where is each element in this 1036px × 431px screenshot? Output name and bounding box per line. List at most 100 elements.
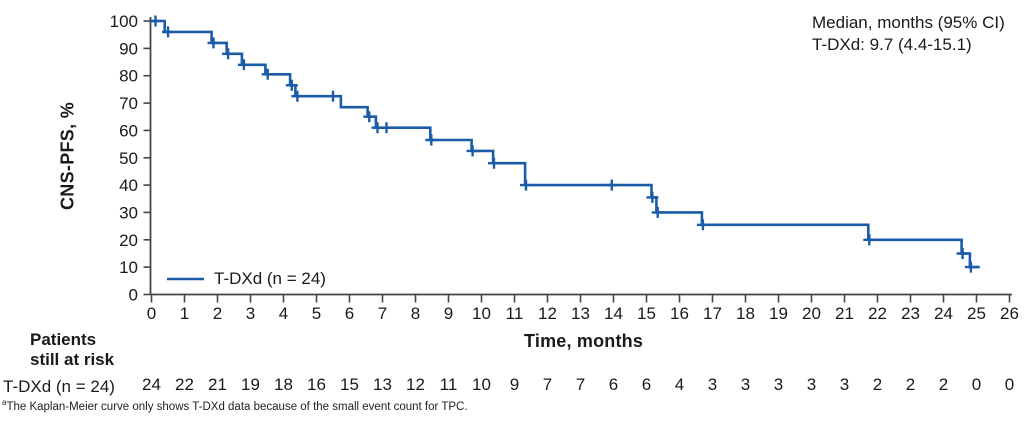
x-tick-label: 8 xyxy=(411,304,420,323)
at-risk-value: 6 xyxy=(642,375,651,394)
at-risk-value: 19 xyxy=(241,375,260,394)
y-tick-label: 20 xyxy=(119,231,138,250)
at-risk-value: 13 xyxy=(373,375,392,394)
x-tick-label: 7 xyxy=(378,304,387,323)
x-tick-label: 13 xyxy=(571,304,590,323)
x-tick-label: 25 xyxy=(967,304,986,323)
at-risk-value: 10 xyxy=(472,375,491,394)
x-tick-label: 11 xyxy=(506,304,524,323)
censor-mark xyxy=(222,48,235,60)
censor-mark xyxy=(162,26,174,38)
x-axis-label: Time, months xyxy=(524,331,644,351)
at-risk-value: 0 xyxy=(1005,375,1014,394)
at-risk-value: 3 xyxy=(840,375,849,394)
x-tick-label: 19 xyxy=(769,304,788,323)
at-risk-value: 12 xyxy=(406,375,425,394)
x-tick-label: 23 xyxy=(901,304,920,323)
x-tick-label: 6 xyxy=(345,304,354,323)
at-risk-value: 11 xyxy=(440,375,458,394)
at-risk-value: 2 xyxy=(906,375,915,394)
censor-mark xyxy=(466,145,479,157)
x-tick-label: 26 xyxy=(1000,304,1019,323)
at-risk-value: 21 xyxy=(208,375,227,394)
censor-mark xyxy=(964,261,977,273)
censor-mark xyxy=(488,157,500,169)
at-risk-value: 4 xyxy=(675,375,684,394)
x-tick-label: 10 xyxy=(472,304,491,323)
censor-mark xyxy=(327,90,339,102)
footnote-text: The Kaplan-Meier curve only shows T-DXd … xyxy=(6,401,468,413)
censor-mark xyxy=(207,37,220,49)
censor-mark xyxy=(380,122,393,134)
at-risk-value: 15 xyxy=(340,375,359,394)
x-tick-label: 16 xyxy=(670,304,689,323)
x-tick-label: 2 xyxy=(213,304,222,323)
x-tick-label: 3 xyxy=(246,304,255,323)
footnote: aThe Kaplan-Meier curve only shows T-DXd… xyxy=(2,398,468,413)
median-annotation-line2: T-DXd: 9.7 (4.4-15.1) xyxy=(812,34,972,54)
legend-label: T-DXd (n = 24) xyxy=(214,269,326,288)
censor-mark xyxy=(425,134,438,146)
y-tick-label: 60 xyxy=(119,121,138,140)
at-risk-header-line1: Patients xyxy=(30,330,97,349)
y-tick-label: 40 xyxy=(119,176,138,195)
y-tick-label: 0 xyxy=(129,286,138,305)
censor-mark xyxy=(291,90,304,102)
y-tick-label: 90 xyxy=(119,39,138,58)
at-risk-value: 16 xyxy=(307,375,326,394)
censor-mark xyxy=(363,111,376,123)
y-tick-label: 30 xyxy=(119,203,138,222)
censor-mark xyxy=(863,234,876,246)
at-risk-value: 3 xyxy=(741,375,750,394)
km-curve xyxy=(151,19,980,269)
at-risk-value: 7 xyxy=(576,375,585,394)
y-tick-label: 50 xyxy=(119,149,138,168)
y-tick-label: 100 xyxy=(110,12,138,31)
censor-mark xyxy=(646,191,659,203)
censor-mark xyxy=(149,15,162,27)
x-tick-label: 4 xyxy=(279,304,288,323)
at-risk-value: 22 xyxy=(175,375,194,394)
x-tick-label: 14 xyxy=(604,304,623,323)
y-tick-label: 10 xyxy=(119,258,138,277)
at-risk-value: 3 xyxy=(774,375,783,394)
y-axis-label-text: CNS-PFS, % xyxy=(57,101,78,211)
at-risk-value: 2 xyxy=(873,375,882,394)
at-risk-value: 7 xyxy=(543,375,552,394)
at-risk-header-line2: still at risk xyxy=(30,349,115,369)
x-tick-label: 9 xyxy=(444,304,453,323)
censor-mark xyxy=(261,68,274,80)
x-tick-label: 1 xyxy=(180,304,189,323)
at-risk-header: Patients still at risk xyxy=(30,330,114,369)
x-tick-label: 17 xyxy=(703,304,722,323)
x-tick-label: 20 xyxy=(802,304,821,323)
footnote-marker: a xyxy=(2,398,7,408)
censor-mark xyxy=(956,248,969,259)
y-tick-label: 70 xyxy=(119,94,138,113)
x-tick-label: 21 xyxy=(835,304,854,323)
x-tick-label: 12 xyxy=(538,304,557,323)
median-annotation: Median, months (95% CI) T-DXd: 9.7 (4.4-… xyxy=(812,12,1005,55)
censor-mark xyxy=(520,179,532,191)
x-tick-label: 15 xyxy=(637,304,656,323)
x-tick-label: 0 xyxy=(147,304,156,323)
censor-mark xyxy=(237,59,250,71)
censor-mark xyxy=(696,219,709,231)
at-risk-value: 18 xyxy=(274,375,293,394)
at-risk-value: 9 xyxy=(510,375,519,394)
at-risk-row-label: T-DXd (n = 24) xyxy=(3,377,115,396)
at-risk-value: 3 xyxy=(708,375,717,394)
censor-mark xyxy=(605,179,618,191)
x-tick-label: 18 xyxy=(736,304,755,323)
x-tick-label: 24 xyxy=(934,304,953,323)
at-risk-value: 24 xyxy=(142,375,161,394)
x-tick-label: 5 xyxy=(312,304,321,323)
median-annotation-line1: Median, months (95% CI) xyxy=(812,13,1005,32)
censor-mark xyxy=(651,206,664,218)
x-tick-label: 22 xyxy=(868,304,887,323)
y-tick-label: 80 xyxy=(119,67,138,86)
at-risk-value: 3 xyxy=(807,375,816,394)
censor-mark xyxy=(285,79,298,91)
